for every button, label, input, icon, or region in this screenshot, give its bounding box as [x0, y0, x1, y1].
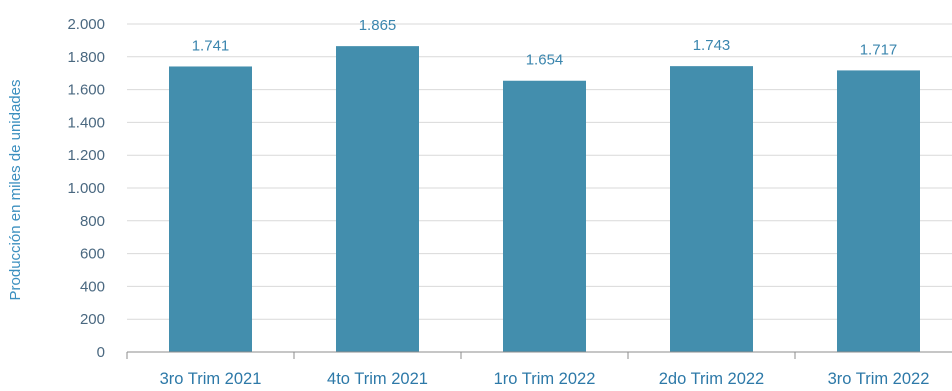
bar	[670, 66, 753, 352]
y-tick-label: 800	[80, 213, 105, 230]
y-tick-label: 1.600	[67, 82, 105, 99]
y-tick-label: 1.800	[67, 49, 105, 66]
x-tick-label: 1ro Trim 2022	[494, 370, 596, 388]
x-tick-label: 3ro Trim 2021	[160, 370, 262, 388]
y-axis-title: Producción en miles de unidades	[7, 80, 24, 301]
x-tick-label: 3ro Trim 2022	[828, 370, 930, 388]
bar	[169, 66, 252, 352]
y-tick-label: 1.000	[67, 180, 105, 197]
y-tick-label: 2.000	[67, 16, 105, 33]
data-label: 1.741	[192, 37, 230, 54]
data-label: 1.717	[860, 41, 898, 58]
axes	[126, 351, 952, 359]
data-label: 1.654	[526, 52, 564, 69]
y-tick-label: 1.200	[67, 147, 105, 164]
y-tick-label: 400	[80, 278, 105, 295]
data-label: 1.743	[693, 37, 731, 54]
y-tick-label: 0	[97, 344, 105, 361]
data-label: 1.865	[359, 17, 397, 34]
y-tick-label: 1.400	[67, 114, 105, 131]
y-tick-label: 600	[80, 246, 105, 263]
data-labels: 1.741 1.865 1.654 1.743 1.717	[192, 17, 898, 69]
bars	[169, 46, 920, 353]
bar	[503, 80, 586, 352]
bar	[336, 46, 419, 352]
y-tick-label: 200	[80, 311, 105, 328]
x-tick-label: 4to Trim 2021	[327, 370, 428, 388]
bar	[837, 70, 920, 353]
y-tick-labels: 0 200 400 600 800 1.000 1.200 1.400 1.600 1.800 2.…	[67, 16, 105, 361]
x-tick-labels: 3ro Trim 2021 4to Trim 2021 1ro Trim 2022 2…	[160, 370, 930, 388]
x-tick-label: 2do Trim 2022	[659, 370, 764, 388]
